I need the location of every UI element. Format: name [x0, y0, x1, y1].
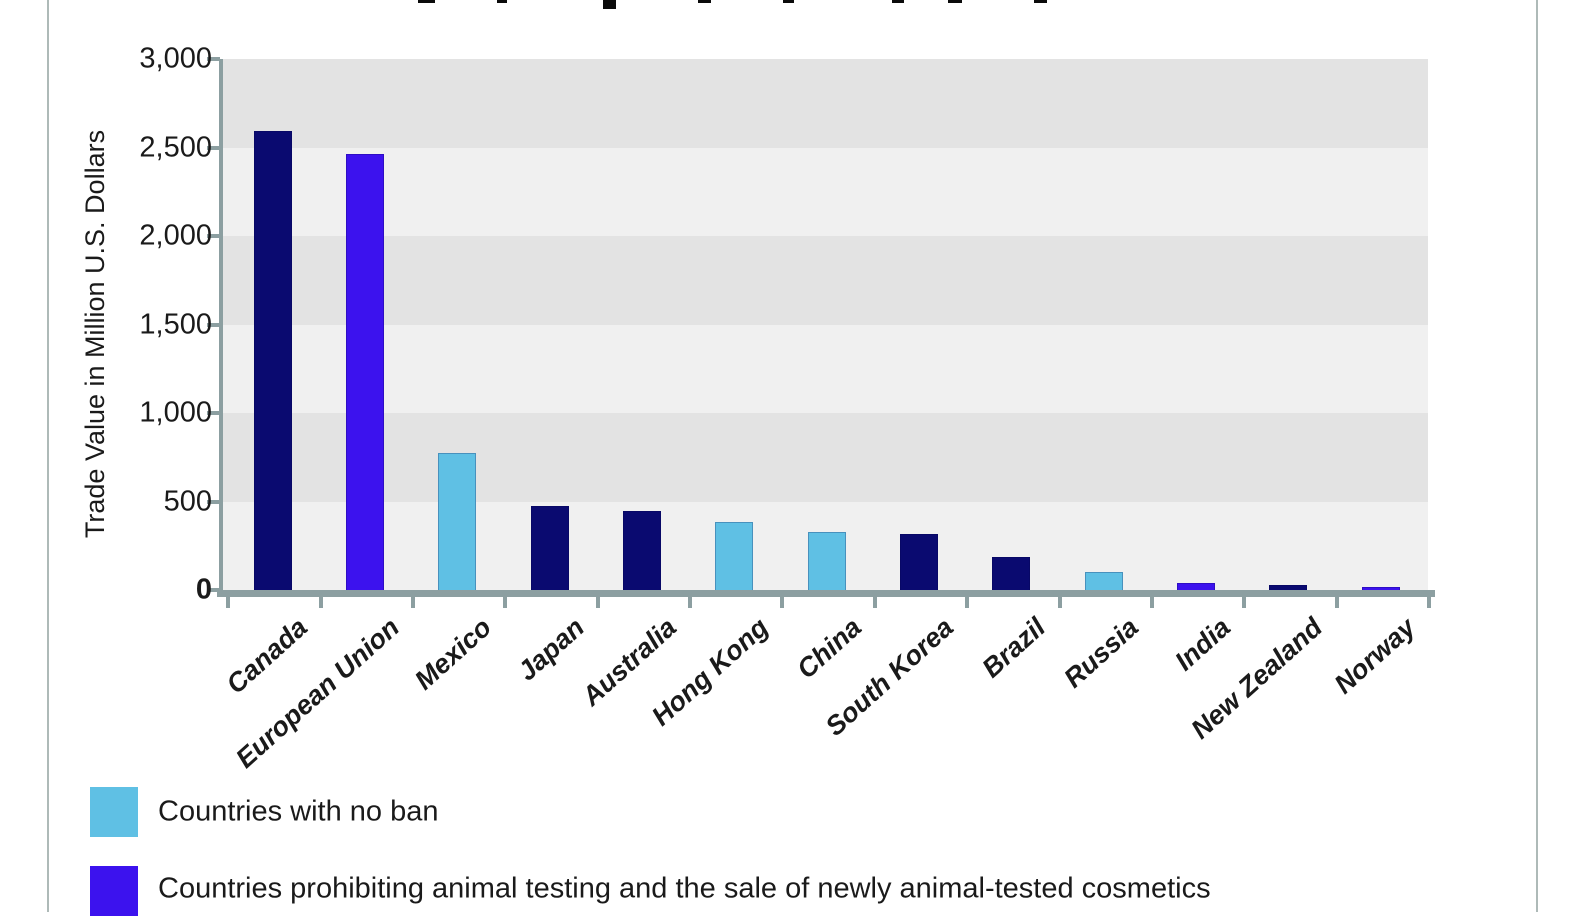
cut-off-title-letter-fragment — [948, 0, 962, 3]
y-tick-mark — [207, 234, 220, 238]
y-tick-mark — [207, 57, 220, 61]
y-tick-label: 1,500 — [139, 308, 212, 340]
legend-label-no-ban: Countries with no ban — [158, 795, 439, 828]
figure-frame-left-border — [47, 0, 49, 912]
figure-frame-right-border — [1536, 0, 1538, 912]
x-tick-mark — [1334, 597, 1339, 608]
x-tick-mark — [595, 597, 600, 608]
y-tick-label: 3,000 — [139, 42, 212, 75]
y-tick-mark — [207, 499, 220, 504]
bar-australia — [622, 511, 661, 591]
x-tick-mark — [688, 597, 693, 608]
cut-off-title-letter-fragment — [418, 0, 435, 3]
bar-hong-kong — [715, 522, 754, 591]
x-tick-mark — [1242, 597, 1247, 608]
bar-canada — [253, 130, 292, 591]
bar-mexico — [438, 452, 477, 591]
x-tick-mark — [1426, 597, 1431, 608]
y-tick-label: 500 — [163, 485, 212, 517]
x-tick-mark — [780, 597, 785, 608]
cut-off-title-letter-fragment — [603, 0, 616, 9]
x-tick-mark — [318, 597, 323, 608]
y-tick-mark — [207, 145, 220, 150]
gridline-band — [223, 324, 1428, 413]
cut-off-title-letter-fragment — [783, 0, 794, 3]
x-axis-line — [217, 590, 1435, 597]
x-tick-mark — [411, 597, 415, 608]
y-tick-label: 2,500 — [139, 131, 212, 163]
x-tick-mark — [1149, 597, 1154, 608]
bar-south-korea — [899, 533, 938, 591]
gridline-band — [223, 59, 1428, 148]
y-tick-label: 2,000 — [139, 219, 212, 252]
cut-off-title-letter-fragment — [698, 0, 711, 3]
legend-swatch-no-ban — [90, 787, 138, 837]
x-tick-mark — [503, 597, 508, 608]
y-tick-mark — [207, 411, 220, 415]
y-axis-line — [219, 59, 223, 592]
bar-russia — [1084, 571, 1123, 591]
y-tick-label: 0 — [195, 573, 212, 606]
cut-off-title-letter-fragment — [1034, 0, 1047, 3]
legend-swatch-prohibiting — [90, 866, 138, 916]
x-tick-mark — [965, 597, 970, 608]
bar-china — [807, 531, 846, 591]
gridline-band — [223, 147, 1428, 236]
legend-label-prohibiting: Countries prohibiting animal testing and… — [158, 872, 1211, 905]
bar-european-union — [345, 153, 384, 591]
x-tick-mark — [226, 597, 231, 608]
gridline-band — [223, 236, 1428, 325]
cut-off-title-letter-fragment — [497, 0, 507, 3]
y-tick-mark — [207, 322, 220, 327]
y-tick-mark — [207, 588, 220, 592]
x-tick-mark — [872, 597, 877, 608]
bar-brazil — [992, 557, 1031, 591]
cut-off-title-letter-fragment — [892, 0, 904, 3]
x-tick-mark — [1057, 597, 1062, 608]
y-tick-label: 1,000 — [139, 396, 212, 429]
plot-area — [223, 59, 1428, 591]
gridline-band — [223, 413, 1428, 502]
bar-japan — [530, 506, 569, 591]
